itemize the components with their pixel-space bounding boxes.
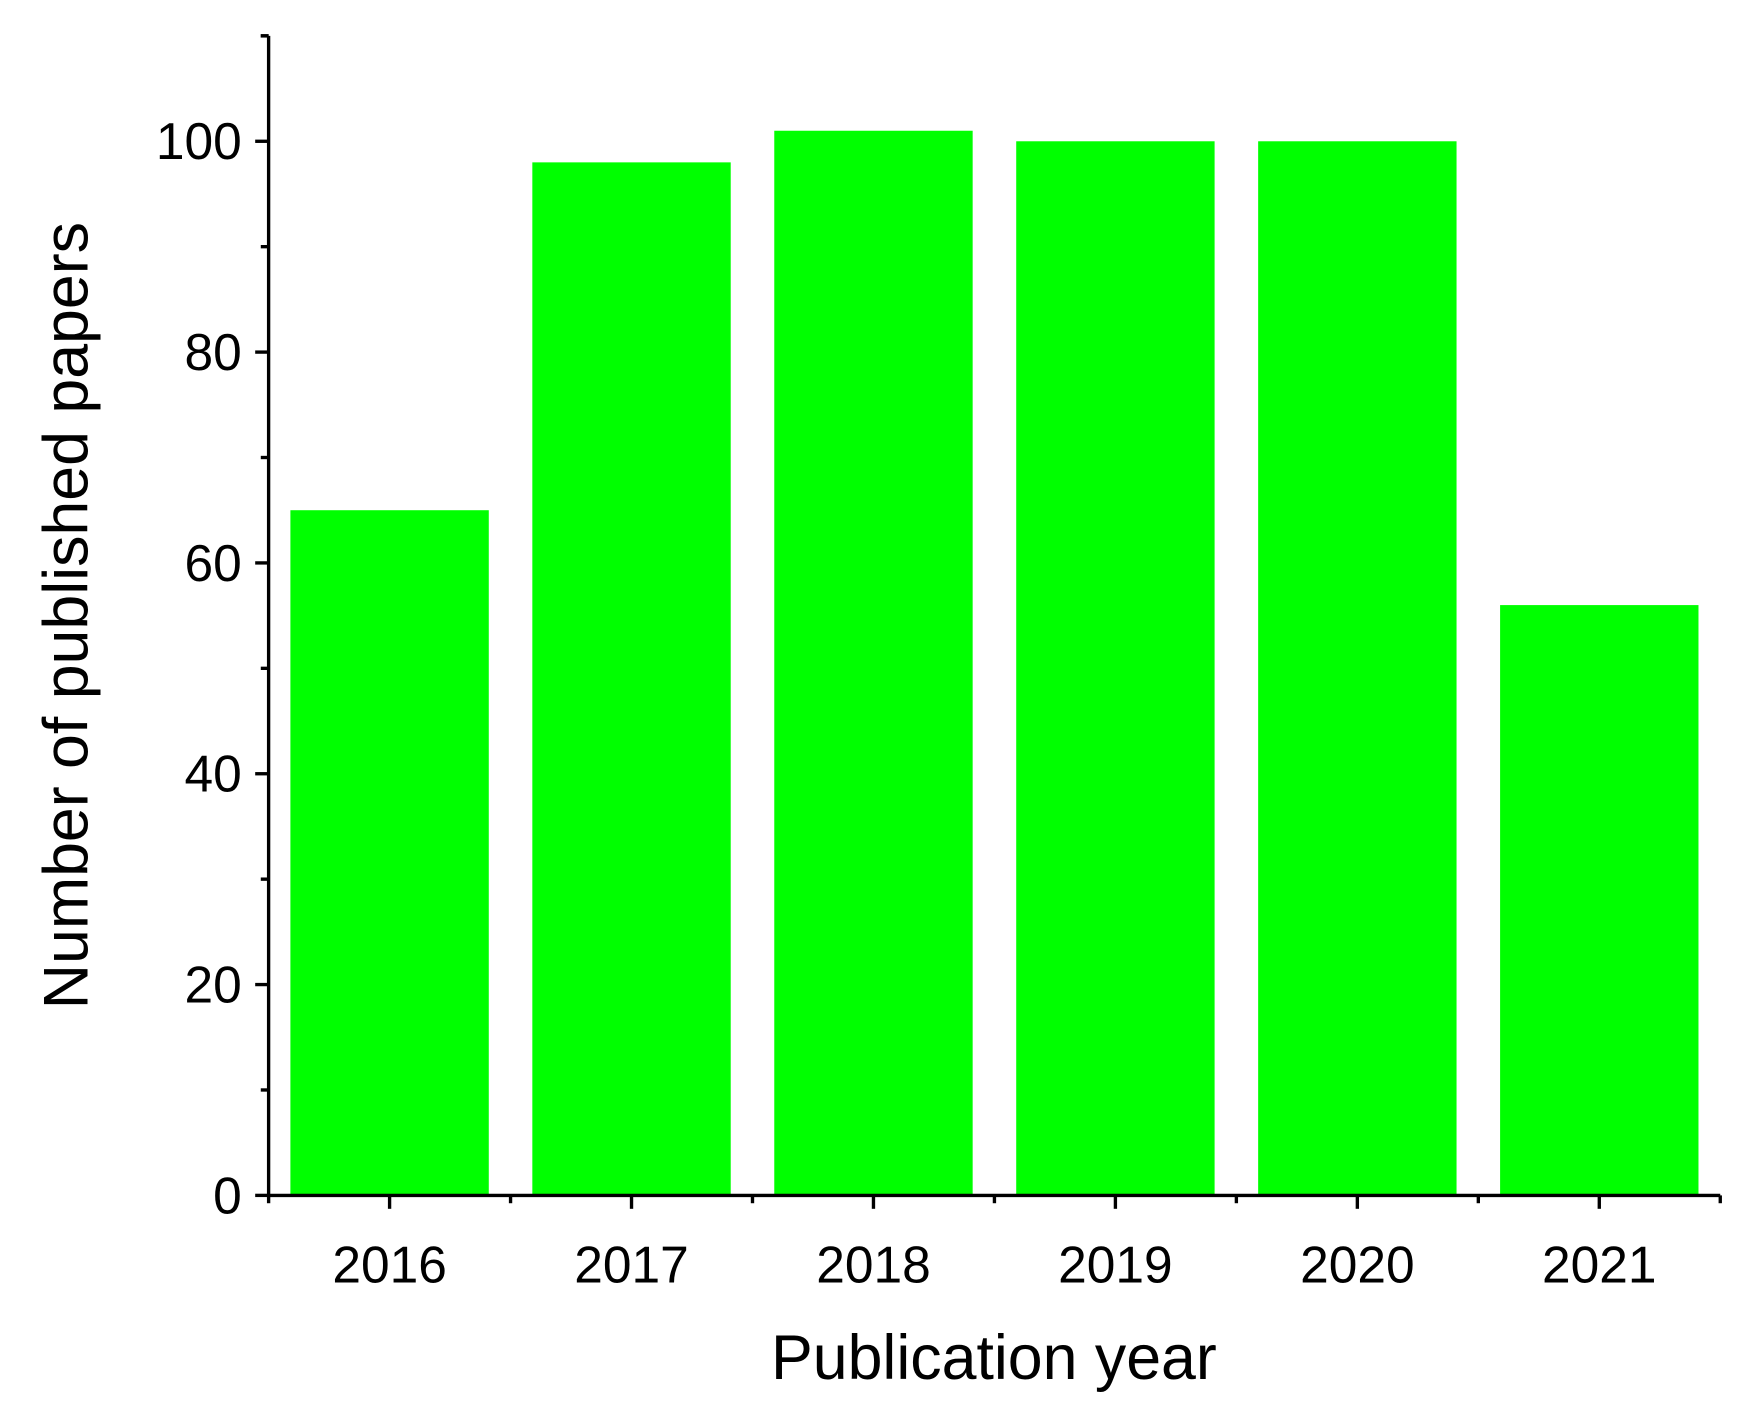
x-axis-title: Publication year (771, 1323, 1217, 1393)
x-tick-label: 2019 (1058, 1236, 1173, 1294)
bar (532, 162, 731, 1196)
x-tick-label: 2016 (332, 1236, 447, 1294)
y-tick-label: 40 (185, 745, 242, 803)
y-tick-label: 60 (185, 534, 242, 592)
y-tick-label: 100 (156, 112, 242, 170)
y-tick-label: 80 (185, 323, 242, 381)
y-tick-label: 20 (185, 955, 242, 1013)
bar (774, 130, 973, 1196)
bar (1258, 141, 1457, 1196)
y-axis-title: Number of published papers (31, 222, 101, 1009)
x-tick-label: 2018 (816, 1236, 931, 1294)
x-tick-label: 2020 (1300, 1236, 1415, 1294)
x-tick-label: 2021 (1542, 1236, 1656, 1294)
bar (1500, 605, 1699, 1196)
x-tick-label: 2017 (574, 1236, 689, 1294)
bar (1016, 141, 1215, 1196)
bar (290, 510, 489, 1196)
y-tick-label: 0 (213, 1166, 242, 1224)
